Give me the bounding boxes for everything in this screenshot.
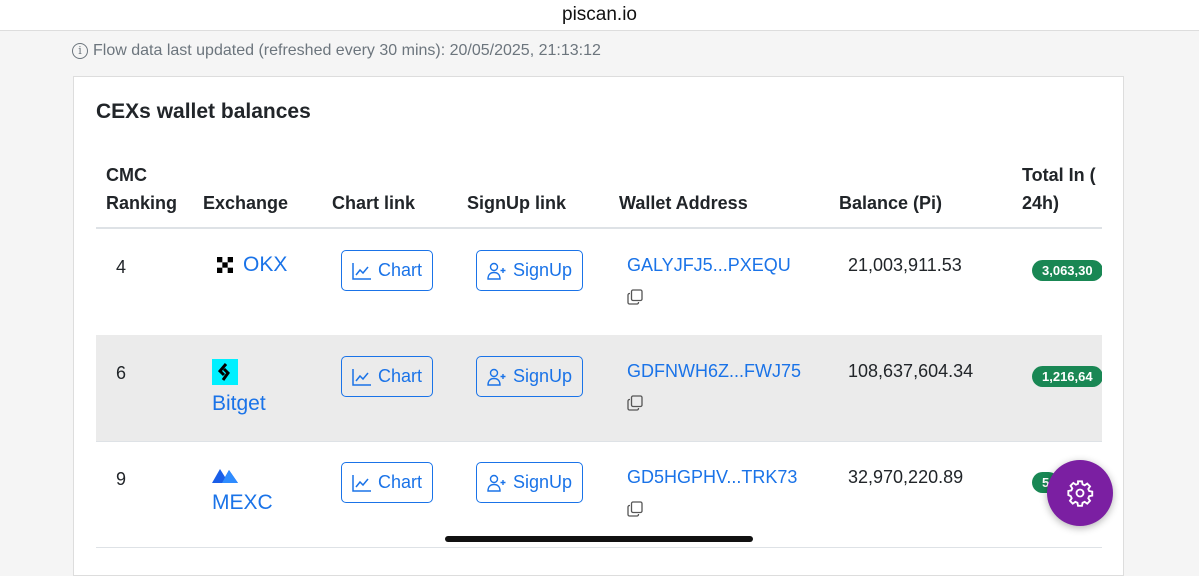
chart-line-icon bbox=[352, 368, 371, 386]
domain: piscan.io bbox=[562, 4, 637, 25]
exchange-name: Bitget bbox=[212, 392, 266, 415]
copy-icon[interactable] bbox=[627, 395, 643, 411]
header-total-in[interactable]: Total In ( 24h) bbox=[1022, 161, 1096, 217]
exchange-link-okx[interactable]: OKX bbox=[217, 253, 287, 277]
row-divider bbox=[96, 547, 1102, 548]
header-signup-link[interactable]: SignUp link bbox=[467, 193, 566, 213]
card-title: CEXs wallet balances bbox=[96, 100, 311, 123]
chart-button[interactable]: Chart bbox=[341, 356, 434, 397]
header-text: 24h) bbox=[1022, 193, 1060, 213]
total-in-badge: 1,216,64 bbox=[1032, 366, 1102, 387]
header-text: Total In ( bbox=[1022, 165, 1096, 185]
chart-line-icon bbox=[352, 262, 371, 280]
bitget-logo-icon bbox=[212, 359, 238, 385]
button-label: Chart bbox=[378, 472, 423, 492]
row-divider bbox=[96, 441, 1102, 442]
signup-button[interactable]: SignUp bbox=[476, 462, 584, 503]
wallet-address-link[interactable]: GALYJFJ5...PXEQU bbox=[627, 255, 791, 275]
table-row: 6 Bitget Chart SignUp GDFNWH6Z...FWJ75 1… bbox=[96, 335, 1102, 441]
header-wallet-address[interactable]: Wallet Address bbox=[619, 193, 748, 213]
copy-icon[interactable] bbox=[627, 501, 643, 517]
info-text: Flow data last updated (refreshed every … bbox=[93, 42, 601, 59]
button-label: Chart bbox=[378, 260, 423, 280]
exchange-link-mexc[interactable]: MEXC bbox=[212, 466, 273, 515]
user-plus-icon bbox=[487, 262, 506, 280]
rank: 4 bbox=[116, 257, 127, 277]
header-chart-link[interactable]: Chart link bbox=[332, 193, 416, 213]
balance: 21,003,911.53 bbox=[848, 255, 962, 275]
button-label: SignUp bbox=[513, 472, 573, 492]
header-cmc-ranking[interactable]: CMC Ranking bbox=[106, 161, 177, 217]
balance: 32,970,220.89 bbox=[848, 467, 964, 487]
balance: 108,637,604.34 bbox=[848, 361, 974, 381]
user-plus-icon bbox=[487, 368, 506, 386]
mexc-logo-icon bbox=[212, 469, 238, 483]
rank: 6 bbox=[116, 363, 127, 383]
copy-icon[interactable] bbox=[627, 289, 643, 305]
user-plus-icon bbox=[487, 474, 506, 492]
chart-button[interactable]: Chart bbox=[341, 462, 434, 503]
okx-logo-icon bbox=[217, 257, 233, 273]
signup-button[interactable]: SignUp bbox=[476, 356, 584, 397]
chart-button[interactable]: Chart bbox=[341, 250, 434, 291]
signup-button[interactable]: SignUp bbox=[476, 250, 584, 291]
chart-line-icon bbox=[352, 474, 371, 492]
rank: 9 bbox=[116, 469, 127, 489]
button-label: SignUp bbox=[513, 260, 573, 280]
header-divider bbox=[96, 227, 1102, 229]
home-indicator[interactable] bbox=[445, 536, 753, 542]
settings-button[interactable] bbox=[1047, 460, 1113, 526]
total-in-badge: 3,063,30 bbox=[1032, 260, 1102, 281]
wallet-address-link[interactable]: GD5HGPHV...TRK73 bbox=[627, 467, 798, 487]
header-text: CMC bbox=[106, 165, 147, 185]
exchange-name: MEXC bbox=[212, 491, 273, 514]
table-row: 9 MEXC Chart SignUp GD5HGPHV...TRK73 32,… bbox=[96, 442, 1102, 548]
exchange-name: OKX bbox=[243, 253, 288, 276]
browser-address-bar[interactable]: piscan.io bbox=[0, 0, 1199, 31]
flow-update-info: i Flow data last updated (refreshed ever… bbox=[72, 42, 601, 60]
gear-icon bbox=[1067, 480, 1094, 507]
exchange-link-bitget[interactable]: Bitget bbox=[212, 359, 266, 416]
button-label: SignUp bbox=[513, 366, 573, 386]
header-text: Ranking bbox=[106, 193, 178, 213]
balances-table[interactable]: CMC Ranking Exchange Chart link SignUp li… bbox=[96, 155, 1102, 575]
header-exchange[interactable]: Exchange bbox=[203, 193, 289, 213]
button-label: Chart bbox=[378, 366, 423, 386]
wallet-address-link[interactable]: GDFNWH6Z...FWJ75 bbox=[627, 361, 801, 381]
table-row: 4 OKX Chart SignUp GALYJFJ5...PXEQU 21,0… bbox=[96, 229, 1102, 335]
info-icon: i bbox=[72, 43, 88, 59]
cex-balances-card: CEXs wallet balances CMC Ranking Exchange… bbox=[73, 76, 1124, 576]
header-balance[interactable]: Balance (Pi) bbox=[839, 193, 943, 213]
